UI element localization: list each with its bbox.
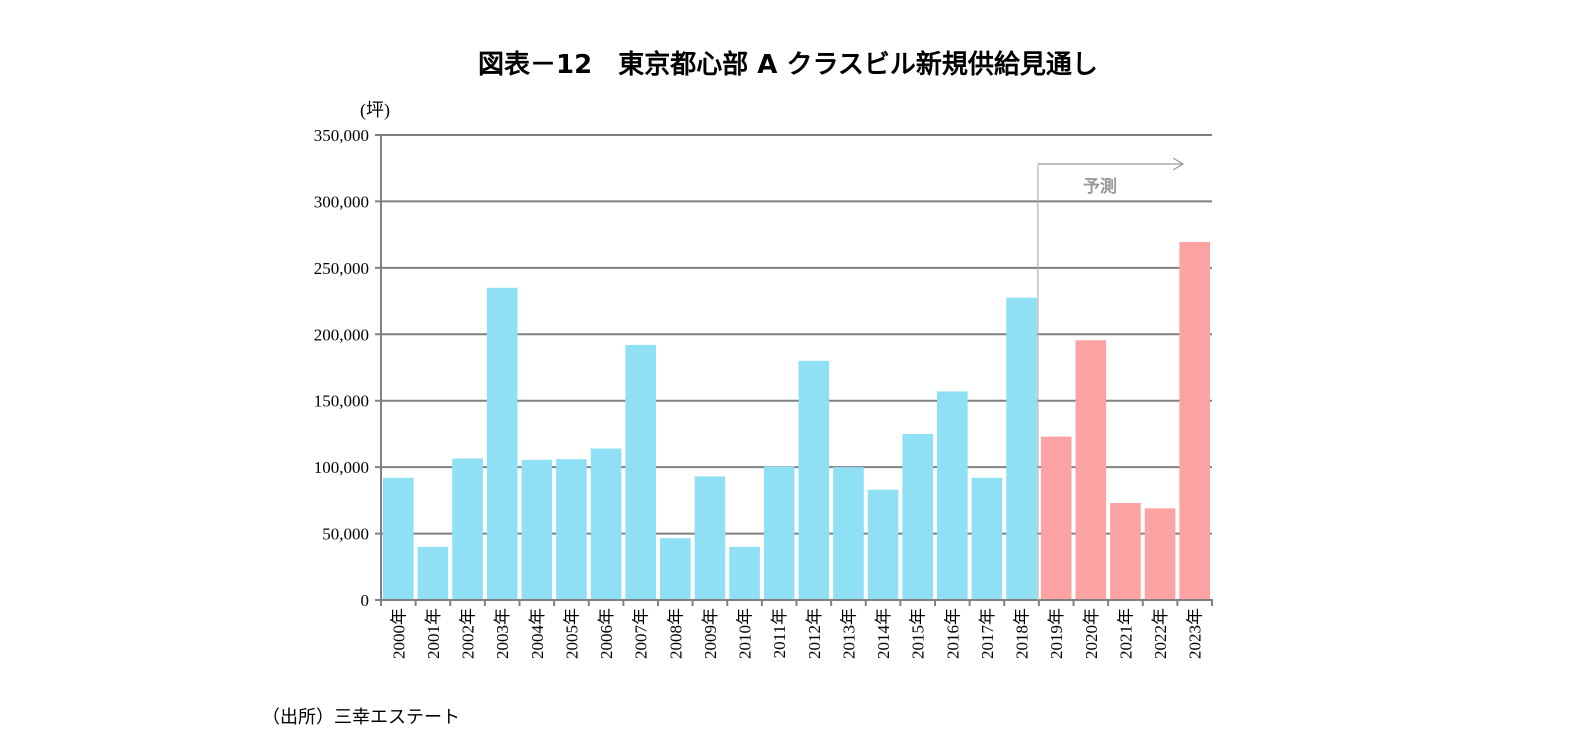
x-tick-label: 2011年 bbox=[770, 608, 789, 658]
bar-2004年 bbox=[521, 459, 553, 600]
bar-2022年 bbox=[1144, 508, 1176, 600]
x-tick-label: 2001年 bbox=[424, 608, 443, 659]
x-tick-label: 2015年 bbox=[909, 608, 928, 659]
x-tick-label: 2018年 bbox=[1013, 608, 1032, 659]
bar-2023年 bbox=[1179, 241, 1210, 600]
x-tick-label: 2003年 bbox=[493, 608, 512, 659]
x-tick-label: 2008年 bbox=[666, 608, 685, 659]
bar-2019年 bbox=[1040, 436, 1072, 600]
bar-2001年 bbox=[417, 546, 449, 600]
bar-2005年 bbox=[556, 459, 587, 600]
y-tick-label: 100,000 bbox=[314, 458, 369, 477]
x-tick-label: 2012年 bbox=[805, 608, 824, 659]
x-tick-label: 2014年 bbox=[874, 608, 893, 659]
x-tick-label: 2019年 bbox=[1047, 608, 1066, 659]
bar-2013年 bbox=[833, 467, 864, 600]
bar-2012年 bbox=[798, 360, 830, 600]
x-tick-label: 2016年 bbox=[943, 608, 962, 659]
bar-2000年 bbox=[383, 477, 414, 600]
bar-2020年 bbox=[1075, 340, 1107, 600]
y-tick-label: 50,000 bbox=[322, 525, 369, 544]
bar-2009年 bbox=[694, 476, 726, 600]
x-tick-label: 2005年 bbox=[562, 608, 581, 659]
x-tick-label: 2020年 bbox=[1082, 608, 1101, 659]
y-tick-label: 150,000 bbox=[314, 392, 369, 411]
x-tick-label: 2023年 bbox=[1186, 608, 1205, 659]
y-tick-label: 0 bbox=[361, 591, 370, 610]
bar-2015年 bbox=[902, 433, 933, 600]
x-tick-label: 2000年 bbox=[389, 608, 408, 659]
x-tick-label: 2017年 bbox=[978, 608, 997, 659]
bar-2014年 bbox=[867, 489, 899, 600]
x-tick-label: 2010年 bbox=[736, 608, 755, 659]
bar-2018年 bbox=[1006, 297, 1037, 600]
bar-2021年 bbox=[1110, 503, 1141, 600]
bar-2006年 bbox=[590, 448, 622, 600]
y-tick-label: 200,000 bbox=[314, 325, 369, 344]
chart-title: 図表－12 東京都心部 A クラスビル新規供給見通し bbox=[478, 50, 1098, 80]
x-tick-label: 2022年 bbox=[1151, 608, 1170, 659]
x-tick-label: 2021年 bbox=[1116, 608, 1135, 659]
bar-2002年 bbox=[452, 458, 483, 600]
y-tick-label: 250,000 bbox=[314, 259, 369, 278]
x-tick-label: 2002年 bbox=[459, 608, 478, 659]
bar-2011年 bbox=[763, 466, 795, 600]
bar-2016年 bbox=[937, 391, 968, 600]
bar-2010年 bbox=[729, 546, 760, 600]
y-tick-label: 350,000 bbox=[314, 126, 369, 145]
x-tick-label: 2007年 bbox=[632, 608, 651, 659]
x-tick-label: 2009年 bbox=[701, 608, 720, 659]
bar-2008年 bbox=[660, 538, 691, 600]
arrow-right-icon bbox=[1172, 157, 1185, 171]
x-tick-label: 2013年 bbox=[839, 608, 858, 659]
forecast-label: 予測 bbox=[1083, 176, 1117, 197]
y-axis-unit: (坪) bbox=[360, 100, 390, 120]
x-tick-label: 2006年 bbox=[597, 608, 616, 659]
source-note: （出所）三幸エステート bbox=[262, 707, 460, 728]
x-tick-label: 2004年 bbox=[528, 608, 547, 659]
bar-2017年 bbox=[971, 477, 1003, 600]
y-tick-label: 300,000 bbox=[314, 192, 369, 211]
bar-2003年 bbox=[486, 287, 518, 600]
bar-2007年 bbox=[625, 344, 656, 600]
